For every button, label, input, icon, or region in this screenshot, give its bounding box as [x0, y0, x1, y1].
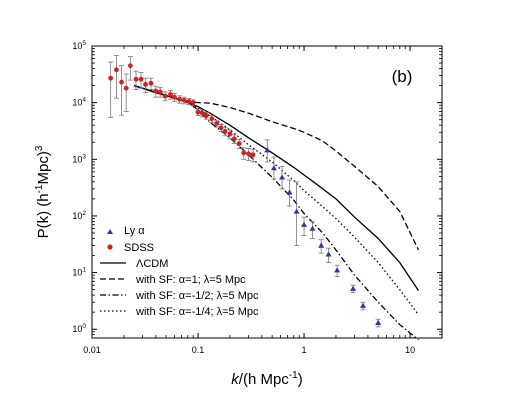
- lya-point: [286, 189, 293, 195]
- legend-item-sf-alpha-minus-quarter: with SF: α=-1/4; λ=5 Mpc: [100, 306, 259, 318]
- x-tick-label: 1: [302, 345, 307, 355]
- y-tick-label: 104: [72, 97, 86, 108]
- lya-point: [360, 302, 367, 308]
- sdss-point: [108, 75, 114, 81]
- sdss-point: [186, 99, 192, 104]
- legend-item-sf-alpha-1: with SF: α=1; λ=5 Mpc: [100, 274, 246, 286]
- sdss-point: [162, 93, 168, 99]
- legend-circle-marker: [107, 244, 113, 250]
- sdss-point: [153, 88, 159, 94]
- curve-dash: [134, 84, 420, 251]
- sdss-point: [227, 131, 233, 137]
- x-tick-label: 10: [405, 345, 415, 355]
- x-axis-label: k/(h Mpc-1): [231, 370, 302, 388]
- legend: Ly α SDSS ΛCDM with SF: α=1; λ=5 Mpc wit…: [100, 225, 259, 318]
- sdss-point: [218, 125, 224, 131]
- sdss-point: [250, 152, 256, 158]
- legend-label-sf-alpha-1: with SF: α=1; λ=5 Mpc: [135, 274, 246, 286]
- legend-label-sdss: SDSS: [124, 242, 154, 254]
- sdss-point: [181, 97, 187, 103]
- lya-point: [318, 242, 325, 248]
- lya-point: [264, 147, 271, 153]
- lya-point: [301, 221, 308, 227]
- y-tick-label: 100: [72, 323, 86, 334]
- sdss-point: [123, 85, 129, 91]
- sdss-point: [214, 121, 220, 126]
- y-tick-label: 101: [72, 267, 86, 278]
- lya-point: [279, 174, 286, 180]
- lya-point: [350, 285, 357, 291]
- sdss-point: [231, 136, 237, 142]
- y-tick-label: 102: [72, 210, 86, 221]
- lya-point: [270, 165, 277, 171]
- panel-label: (b): [392, 67, 413, 86]
- sdss-point: [190, 100, 196, 106]
- lya-point: [375, 319, 382, 325]
- sdss-point: [133, 76, 139, 82]
- sdss-point: [148, 80, 154, 86]
- sdss-point: [195, 109, 201, 115]
- lya-point: [325, 251, 332, 257]
- sdss-point: [127, 63, 133, 69]
- x-tick-label: 0.01: [83, 345, 101, 355]
- legend-triangle-marker: [107, 229, 113, 234]
- sdss-point: [209, 116, 215, 122]
- plot-frame: [91, 45, 443, 339]
- x-tick-label: 0.1: [192, 345, 205, 355]
- axis-ticks: 0.01 0.1 1 10 100 101 102 103 104 105: [72, 40, 442, 355]
- legend-item-sdss: SDSS: [107, 242, 154, 254]
- sdss-point: [138, 76, 144, 82]
- sdss-point: [246, 151, 252, 157]
- legend-label-lcdm: ΛCDM: [136, 258, 168, 270]
- sdss-point: [177, 96, 182, 102]
- sdss-point: [172, 94, 177, 100]
- lya-point: [293, 208, 300, 214]
- y-tick-label: 103: [72, 153, 86, 164]
- lya-point: [309, 225, 316, 231]
- y-axis-label: P(k) (h-1Mpc)3: [34, 145, 52, 238]
- lya-point: [334, 267, 341, 273]
- curve-dot: [134, 84, 420, 316]
- sdss-point: [204, 113, 209, 119]
- sdss-point: [157, 89, 163, 95]
- legend-item-sf-alpha-minus-half: with SF: α=-1/2; λ=5 Mpc: [100, 290, 259, 302]
- y-tick-label: 105: [72, 40, 86, 51]
- legend-label-sf-alpha-minus-half: with SF: α=-1/2; λ=5 Mpc: [135, 290, 259, 302]
- curve-solid: [133, 84, 420, 291]
- sdss-point: [241, 150, 247, 156]
- sdss-point: [143, 81, 148, 87]
- sdss-point: [114, 67, 119, 73]
- legend-label-lya: Ly α: [124, 225, 145, 237]
- sdss-point: [168, 91, 173, 97]
- sdss-point: [236, 141, 242, 146]
- legend-item-lya: Ly α: [107, 225, 145, 237]
- sdss-point: [222, 129, 228, 134]
- sdss-point: [200, 110, 205, 116]
- data-points: [108, 55, 382, 328]
- legend-item-lcdm: ΛCDM: [100, 258, 168, 270]
- sdss-point: [119, 79, 124, 85]
- legend-label-sf-alpha-minus-quarter: with SF: α=-1/4; λ=5 Mpc: [135, 306, 259, 318]
